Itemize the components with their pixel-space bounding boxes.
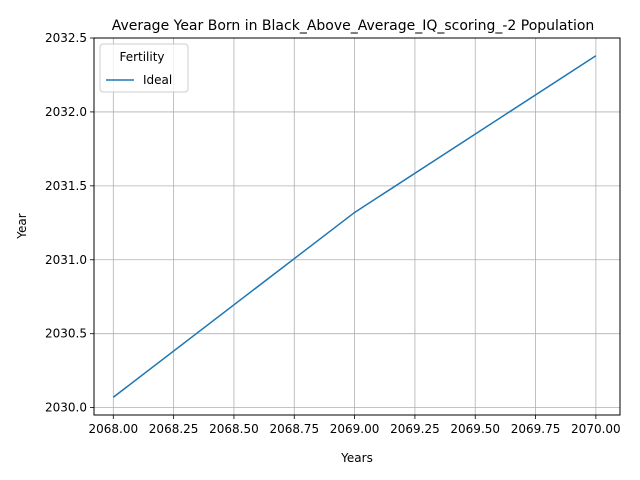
x-tick-label: 2068.75 — [269, 422, 319, 436]
y-axis-label: Year — [15, 213, 29, 239]
y-tick-label: 2030.0 — [45, 401, 87, 415]
x-tick-label: 2069.50 — [450, 422, 500, 436]
legend-title: Fertility — [119, 50, 164, 64]
chart-title: Average Year Born in Black_Above_Average… — [112, 18, 595, 34]
y-tick-label: 2030.5 — [45, 327, 87, 341]
legend: Fertility Ideal — [99, 43, 189, 93]
x-tick-label: 2068.25 — [149, 422, 199, 436]
x-tick-label: 2068.00 — [88, 422, 138, 436]
plot-frame — [93, 37, 621, 416]
series-layer — [112, 55, 597, 398]
y-tick-label: 2031.5 — [45, 179, 87, 193]
y-tick-label: 2032.0 — [45, 105, 87, 119]
x-axis-label: Years — [340, 451, 373, 465]
x-tick-label: 2069.00 — [330, 422, 380, 436]
x-tick-label: 2069.25 — [390, 422, 440, 436]
legend-label-ideal: Ideal — [143, 73, 172, 87]
x-tick-label: 2068.50 — [209, 422, 259, 436]
x-axis: 2068.00 2068.25 2068.50 2068.75 2069.00 2069.… — [88, 415, 621, 436]
x-tick-label: 2070.00 — [571, 422, 621, 436]
y-axis: 2030.0 2030.5 2031.0 2031.5 2032.0 2032.5 — [45, 31, 94, 415]
y-tick-label: 2032.5 — [45, 31, 87, 45]
grid-lines — [94, 37, 620, 415]
y-tick-label: 2031.0 — [45, 253, 87, 267]
x-tick-label: 2069.75 — [511, 422, 561, 436]
series-line-ideal — [112, 55, 597, 398]
